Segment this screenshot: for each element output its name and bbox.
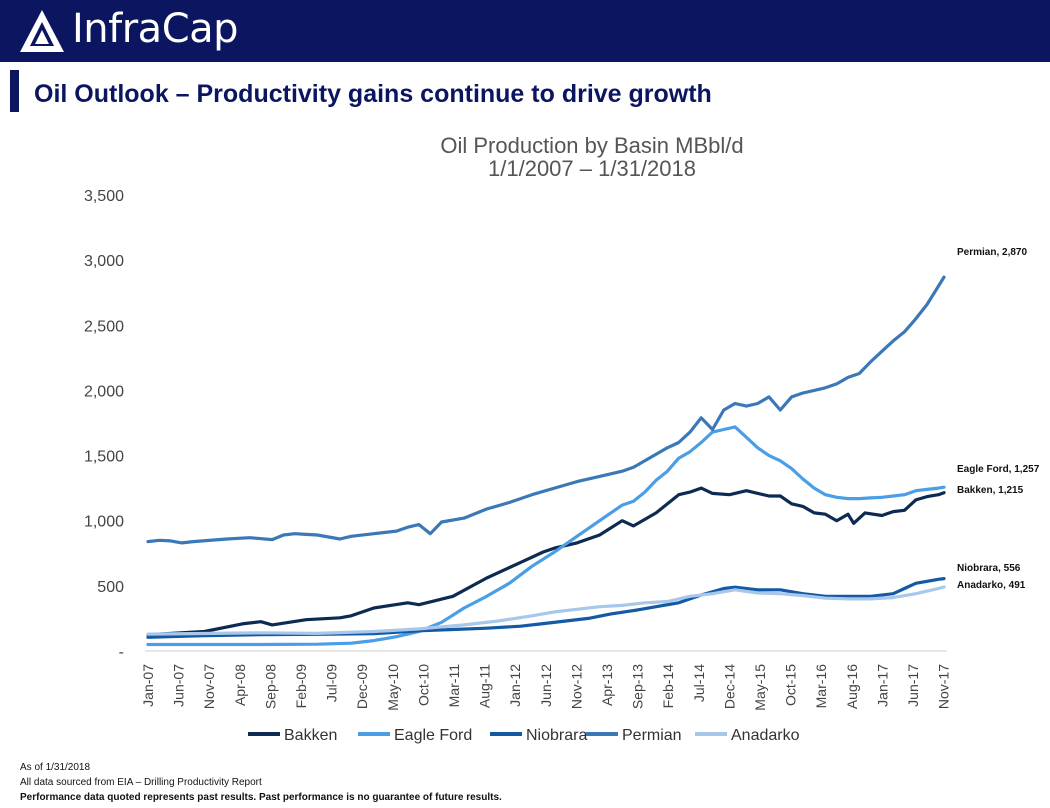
- y-axis: - 500 1,000 1,500 2,000 2,500 3,000 3,500: [84, 188, 124, 661]
- x-tick-label: Jul-14: [691, 664, 707, 702]
- series-line-eagle-ford: [146, 425, 946, 647]
- y-tick-label: 3,500: [84, 188, 124, 205]
- infracap-logo-icon: [20, 10, 64, 52]
- y-tick-label: 2,500: [84, 318, 124, 335]
- y-tick-label: 3,000: [84, 253, 124, 270]
- title-accent-bar: [10, 70, 19, 112]
- legend-label: Niobrara: [526, 727, 587, 744]
- x-tick-label: Apr-08: [232, 664, 248, 706]
- x-tick-label: Jan-17: [874, 664, 890, 707]
- y-tick-label: 500: [97, 579, 124, 596]
- footer-source: All data sourced from EIA – Drilling Pro…: [20, 777, 262, 788]
- x-tick-label: Sep-13: [630, 664, 646, 709]
- x-tick-label: Jan-12: [507, 664, 523, 707]
- y-tick-label: 1,000: [84, 514, 124, 531]
- end-label: Niobrara, 556: [957, 563, 1021, 574]
- legend-label: Anadarko: [731, 727, 800, 744]
- x-tick-label: Oct-15: [783, 664, 799, 706]
- footer-as-of: As of 1/31/2018: [20, 762, 91, 773]
- page-title: Oil Outlook – Productivity gains continu…: [34, 80, 712, 108]
- x-tick-label: Dec-14: [721, 664, 737, 709]
- x-tick-label: Jan-07: [140, 664, 156, 707]
- chart-title: Oil Production by Basin MBbl/d: [440, 133, 743, 158]
- legend-label: Eagle Ford: [394, 727, 472, 744]
- oil-production-chart: Oil Production by Basin MBbl/d 1/1/2007 …: [84, 133, 1040, 744]
- legend-label: Permian: [622, 727, 682, 744]
- series-lines: [146, 275, 946, 647]
- legend: Bakken Eagle Ford Niobrara Permian Anadarko: [248, 727, 800, 744]
- end-label: Permian, 2,870: [957, 247, 1027, 258]
- x-tick-label: Feb-09: [293, 664, 309, 709]
- end-label: Eagle Ford, 1,257: [957, 464, 1040, 475]
- end-labels: Bakken, 1,215 Eagle Ford, 1,257 Niobrara, …: [957, 247, 1040, 591]
- end-label: Bakken, 1,215: [957, 485, 1024, 496]
- end-label: Anadarko, 491: [957, 580, 1026, 591]
- x-tick-label: Nov-07: [201, 664, 217, 709]
- x-tick-label: Aug-16: [844, 664, 860, 709]
- series-line-bakken: [146, 486, 946, 637]
- series-line-anadarko: [146, 585, 946, 636]
- header-banner: InfraCap: [0, 0, 1050, 62]
- legend-label: Bakken: [284, 727, 337, 744]
- brand-name: InfraCap: [72, 6, 239, 52]
- series-line-niobrara: [146, 577, 946, 639]
- x-tick-label: Jun-07: [171, 664, 187, 707]
- x-tick-label: Nov-17: [936, 664, 952, 709]
- x-tick-label: Sep-08: [262, 664, 278, 709]
- y-tick-label: -: [119, 644, 124, 661]
- y-tick-label: 1,500: [84, 449, 124, 466]
- x-axis: Jan-07 Jun-07 Nov-07 Apr-08 Sep-08 Feb-09 Jul-…: [140, 664, 952, 711]
- x-tick-label: Dec-09: [354, 664, 370, 709]
- x-tick-label: Jun-12: [538, 664, 554, 707]
- y-tick-label: 2,000: [84, 383, 124, 400]
- x-tick-label: Jun-17: [905, 664, 921, 707]
- x-tick-label: Feb-14: [660, 664, 676, 709]
- series-line-permian: [146, 275, 946, 545]
- chart-subtitle: 1/1/2007 – 1/31/2018: [488, 156, 696, 181]
- x-tick-label: Oct-10: [415, 664, 431, 706]
- x-tick-label: Jul-09: [324, 664, 340, 702]
- x-tick-label: Nov-12: [568, 664, 584, 709]
- x-tick-label: May-15: [752, 664, 768, 711]
- x-tick-label: Aug-11: [477, 664, 493, 708]
- x-tick-label: Apr-13: [599, 664, 615, 706]
- x-tick-label: Mar-11: [446, 664, 462, 708]
- footer-disclaimer: Performance data quoted represents past …: [20, 792, 502, 803]
- x-tick-label: May-10: [385, 664, 401, 711]
- x-tick-label: Mar-16: [813, 664, 829, 709]
